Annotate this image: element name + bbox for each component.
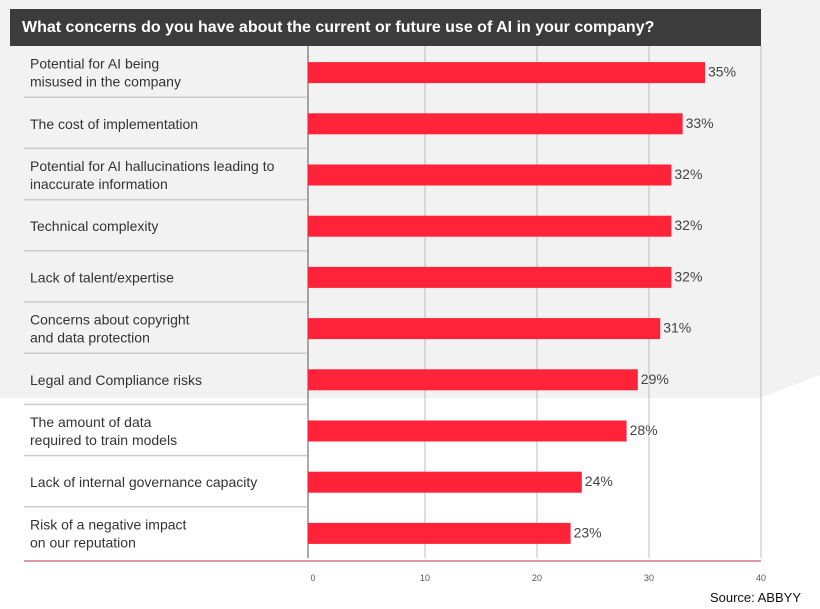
bar — [308, 215, 672, 237]
category-label: Technical complexity — [30, 218, 158, 234]
bar — [308, 266, 672, 288]
value-label: 28% — [630, 422, 658, 438]
value-label: 32% — [674, 268, 702, 284]
x-tick-label: 0 — [310, 573, 315, 583]
value-label: 33% — [686, 115, 714, 131]
bar — [308, 522, 571, 544]
category-label: Potential for AI being misused in the com… — [30, 56, 181, 90]
bar — [308, 318, 661, 340]
x-tick-label: 30 — [644, 573, 654, 583]
x-tick-label: 10 — [420, 573, 430, 583]
category-label-line: Concerns about copyright — [30, 312, 190, 328]
category-label: Risk of a negative impact on our reputati… — [30, 516, 187, 550]
category-label: Concerns about copyright and data protect… — [30, 312, 190, 346]
x-tick-label: 40 — [756, 573, 766, 583]
bar — [308, 113, 683, 135]
value-label: 23% — [574, 524, 602, 540]
category-label-line: Potential for AI being — [30, 56, 159, 72]
bar — [308, 62, 705, 84]
value-label: 24% — [585, 473, 613, 489]
bar — [308, 369, 638, 391]
category-label-line: on our reputation — [30, 534, 136, 550]
category-label-line: and data protection — [30, 330, 150, 346]
chart-title: What concerns do you have about the curr… — [10, 9, 761, 46]
value-label: 35% — [708, 64, 736, 80]
category-label: Potential for AI hallucinations leading … — [30, 158, 275, 192]
value-label: 31% — [663, 320, 691, 336]
bar — [308, 420, 627, 442]
value-label: 32% — [674, 166, 702, 182]
category-label: Lack of internal governance capacity — [30, 474, 257, 490]
category-label: The cost of implementation — [30, 116, 198, 132]
value-label: 29% — [641, 371, 669, 387]
category-label-line: required to train models — [30, 432, 177, 448]
category-label: Legal and Compliance risks — [30, 372, 202, 388]
category-label: Lack of talent/expertise — [30, 269, 174, 285]
category-label-line: inaccurate information — [30, 176, 168, 192]
category-label-line: The amount of data — [30, 414, 152, 430]
category-label: The amount of data required to train mode… — [30, 414, 177, 448]
category-label-line: misused in the company — [30, 74, 181, 90]
category-label-line: Potential for AI hallucinations leading … — [30, 158, 275, 174]
bar — [308, 164, 672, 186]
bar — [308, 471, 582, 493]
category-label-line: Risk of a negative impact — [30, 516, 187, 532]
value-label: 32% — [674, 217, 702, 233]
x-tick-label: 20 — [532, 573, 542, 583]
source-note: Source: ABBYY — [709, 590, 801, 605]
